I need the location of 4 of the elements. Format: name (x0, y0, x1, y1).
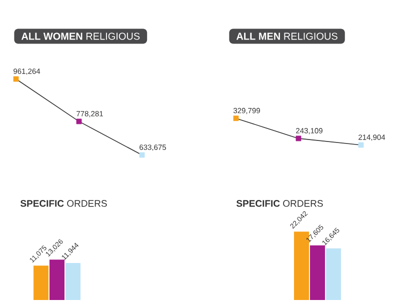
chart-title: ALL MEN RELIGIOUS (236, 32, 338, 40)
chart-title: SPECIFIC ORDERS (236, 200, 323, 207)
chart-title: ALL WOMEN RELIGIOUS (21, 32, 140, 40)
chart-title: SPECIFIC ORDERS (20, 200, 107, 207)
